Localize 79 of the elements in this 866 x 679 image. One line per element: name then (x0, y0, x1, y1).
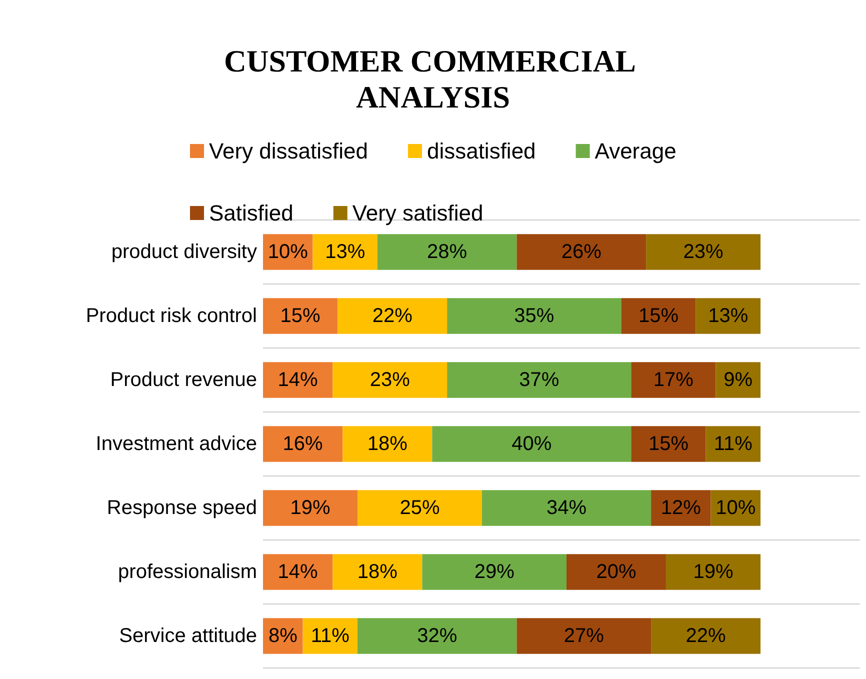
data-label: 26% (561, 241, 602, 263)
bar (263, 490, 358, 526)
y-tick-label: Response speed (106, 497, 257, 519)
legend-label: Average (594, 138, 676, 164)
data-label: 22% (686, 625, 726, 647)
bar (263, 298, 338, 334)
bar (447, 362, 632, 398)
bar (447, 298, 622, 334)
bar (332, 362, 448, 398)
data-label: 35% (514, 305, 554, 327)
data-label: 34% (546, 497, 587, 519)
bar (263, 554, 333, 590)
bar (377, 234, 517, 270)
bar (432, 426, 632, 462)
data-label: 10% (716, 497, 756, 519)
bar (312, 234, 378, 270)
data-label: 23% (370, 369, 410, 391)
bar (358, 490, 482, 526)
bar (302, 618, 358, 654)
bar (338, 298, 448, 334)
chart-title: CUSTOMER COMMERCIAL ANALYSIS (224, 44, 642, 114)
data-label: 40% (512, 433, 552, 455)
legend-label: dissatisfied (426, 138, 536, 164)
data-label: 19% (693, 561, 734, 583)
data-label: 11% (714, 433, 753, 455)
data-label: 15% (648, 433, 689, 455)
data-label: 23% (683, 241, 724, 263)
data-label: 27% (564, 625, 604, 647)
data-label: 25% (400, 497, 440, 519)
data-label: 22% (372, 305, 413, 327)
legend-label: Very satisfied (352, 200, 484, 226)
data-label: 15% (638, 305, 679, 327)
bar (666, 554, 760, 590)
bar (631, 362, 716, 398)
y-tick-label: Product revenue (110, 369, 257, 391)
bar (566, 554, 666, 590)
data-label: 17% (653, 369, 694, 391)
bar (651, 490, 711, 526)
data-label: 12% (660, 497, 702, 519)
data-label: 37% (519, 369, 560, 391)
bar (516, 618, 652, 654)
data-label: 16% (282, 433, 324, 455)
bar (332, 554, 422, 590)
data-label: 14% (278, 561, 318, 583)
y-tick-label: Investment advice (96, 433, 257, 455)
bar (482, 490, 652, 526)
bar (621, 298, 696, 334)
bar (696, 298, 760, 334)
data-label: 14% (278, 369, 318, 391)
data-label: 15% (280, 305, 321, 327)
y-tick-label: product diversity (111, 241, 257, 263)
bar (342, 426, 432, 462)
data-label: 18% (357, 561, 398, 583)
bar (651, 618, 760, 654)
y-tick-label: professionalism (118, 561, 257, 583)
bar (646, 234, 760, 270)
data-label: 20% (596, 561, 636, 583)
data-label: 11% (310, 625, 350, 647)
bar (706, 426, 760, 462)
bar (263, 426, 343, 462)
legend-label: Very dissatisfied (209, 138, 368, 164)
bar (516, 234, 646, 270)
data-label: 28% (427, 241, 468, 263)
data-label: 19% (290, 497, 330, 519)
data-label: 13% (325, 241, 366, 263)
bar (422, 554, 566, 590)
legend-label: Satisfied (209, 200, 294, 226)
data-label: 32% (417, 625, 458, 647)
data-label: 10% (268, 241, 308, 263)
data-label: 13% (708, 305, 748, 327)
data-label: 8% (268, 625, 298, 647)
y-tick-label: Service attitude (119, 625, 257, 647)
bar (631, 426, 706, 462)
data-label: 9% (724, 369, 753, 391)
bar (358, 618, 517, 654)
bar (263, 362, 333, 398)
data-label: 29% (474, 561, 515, 583)
data-label: 18% (367, 433, 408, 455)
y-tick-label: Product risk control (86, 305, 257, 327)
